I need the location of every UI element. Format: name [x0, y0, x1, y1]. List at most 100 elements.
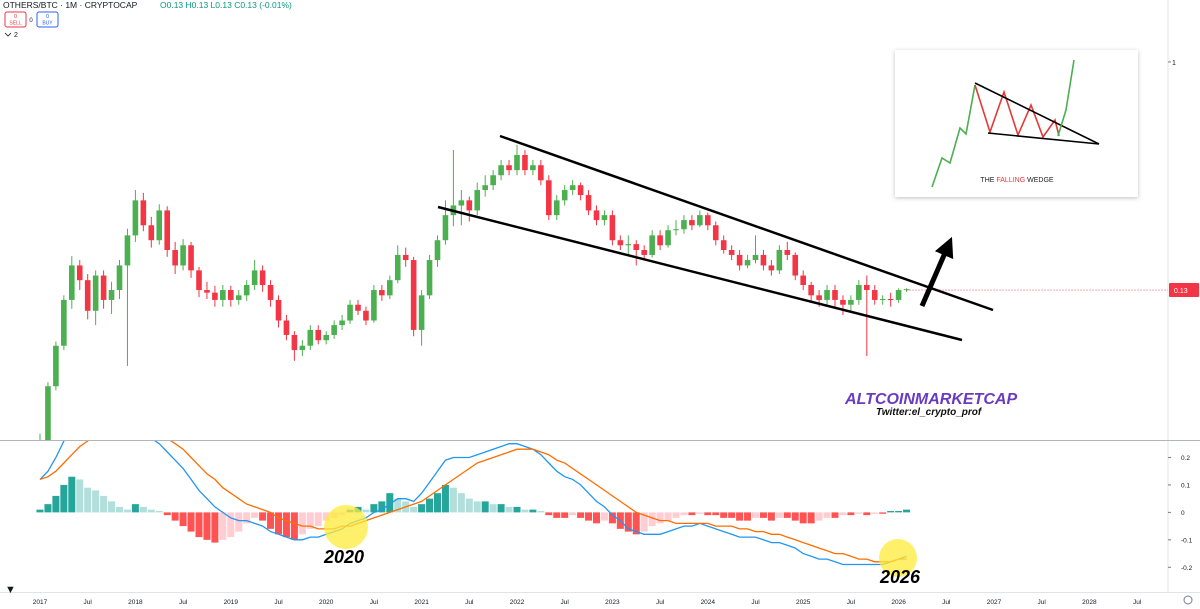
inset-box: [895, 50, 1138, 197]
histogram-bar: [211, 512, 219, 543]
histogram-bar: [664, 512, 672, 521]
histogram-bar: [696, 512, 704, 514]
brand: ALTCOINMARKETCAP: [844, 391, 1017, 408]
candle-body: [92, 275, 99, 311]
histogram-bar: [267, 512, 275, 529]
histogram-bar: [298, 512, 306, 535]
histogram-bar: [275, 512, 282, 535]
axes: 1 0.13 2017 Jul 2018 Jul 2019 Jul 2020 Jul 2021 Jul…: [33, 60, 1199, 606]
candle-body: [275, 299, 282, 321]
macd-tick-label: 0.1: [1181, 482, 1190, 489]
twitter: Twitter:el_crypto_prof: [876, 407, 983, 418]
histogram-bar: [179, 512, 187, 527]
histogram-bar: [306, 512, 314, 529]
candle-body: [212, 292, 218, 300]
candle-body: [887, 298, 894, 300]
candle-body: [665, 230, 671, 246]
breakout-arrow: [919, 236, 954, 307]
histogram-bar: [410, 506, 418, 513]
x-tick-label: 2018: [128, 599, 143, 606]
histogram-bar: [537, 511, 545, 513]
histogram-bar: [251, 512, 259, 518]
histogram-bar: [108, 501, 116, 513]
macd-line: [39, 441, 907, 566]
histogram-bar: [362, 509, 370, 513]
histogram-bar: [100, 495, 108, 513]
histogram-bar: [752, 512, 759, 518]
candle-body: [506, 165, 512, 171]
histogram-bar: [131, 504, 139, 513]
macd-tick-label: -0.1: [1181, 537, 1193, 544]
candle-body: [442, 215, 449, 241]
histogram-bar: [394, 498, 402, 513]
collapse-icon[interactable]: [4, 32, 12, 37]
candle-body: [609, 215, 616, 241]
histogram-bar: [259, 512, 267, 521]
candle-body: [387, 280, 393, 296]
inset: THE FALLING WEDGE: [895, 50, 1138, 197]
candle-body: [498, 165, 504, 176]
histogram-bar: [704, 512, 712, 516]
candle-body: [617, 240, 624, 246]
histogram-bar: [92, 490, 100, 513]
buy-button[interactable]: [36, 11, 59, 28]
histogram-bar: [585, 512, 593, 521]
histogram-bar: [593, 512, 600, 524]
upper-trendline: [499, 134, 994, 312]
settings-icon[interactable]: [1183, 595, 1193, 605]
histogram-bar: [513, 506, 521, 513]
x-tick-label: Jul: [942, 599, 951, 606]
histogram-bar: [449, 487, 457, 513]
candle-body: [323, 334, 329, 341]
candle-body: [84, 280, 91, 311]
x-tick-label: 2028: [1082, 599, 1097, 606]
histogram-bar: [116, 506, 123, 513]
candle-body: [482, 185, 488, 191]
candle-body: [76, 265, 83, 281]
histogram-bar: [370, 504, 378, 513]
inset-uptrend: [931, 84, 976, 188]
histogram-bar: [712, 512, 720, 516]
candle-body: [848, 299, 854, 305]
candle-body: [204, 290, 210, 293]
histogram-bar: [688, 512, 696, 516]
candle-body: [633, 244, 640, 250]
histogram-bar: [569, 512, 577, 516]
candle-body: [61, 299, 67, 346]
candle-body: [808, 284, 814, 296]
sell-button[interactable]: [4, 11, 27, 28]
histogram-bar: [871, 512, 879, 514]
x-tick-label: 2021: [414, 599, 429, 606]
candle-body: [371, 290, 377, 321]
price-pane: [39, 144, 1168, 440]
histogram-bar: [632, 512, 640, 535]
histogram-bar: [767, 512, 775, 521]
candle-body: [315, 329, 322, 341]
candle-body: [712, 225, 719, 241]
histogram-bar: [139, 506, 147, 513]
histogram-bar: [426, 498, 434, 513]
candle-body: [363, 310, 369, 321]
histogram-bar: [736, 512, 744, 521]
symbol: OTHERS/BTC · 1M · CRYPTOCAP: [3, 0, 138, 10]
candle-body: [593, 210, 600, 221]
candle-body: [879, 298, 886, 300]
candle-body: [69, 265, 75, 300]
histogram-bar: [823, 512, 831, 518]
candle-body: [259, 270, 266, 285]
candle-body: [490, 175, 496, 186]
candle-body: [355, 304, 361, 311]
inset-breakout: [1057, 59, 1075, 137]
candle-body: [768, 265, 775, 271]
x-tick-label: Jul: [656, 599, 665, 606]
histogram-bar: [863, 512, 871, 516]
macd-tick-label: 0: [1181, 510, 1185, 517]
candle-body: [752, 254, 759, 261]
candle-body: [864, 284, 870, 291]
x-tick-label: Jul: [370, 599, 379, 606]
lower-trendline: [437, 205, 963, 342]
candle-body: [657, 235, 663, 246]
x-tick-label: 2023: [605, 599, 620, 606]
